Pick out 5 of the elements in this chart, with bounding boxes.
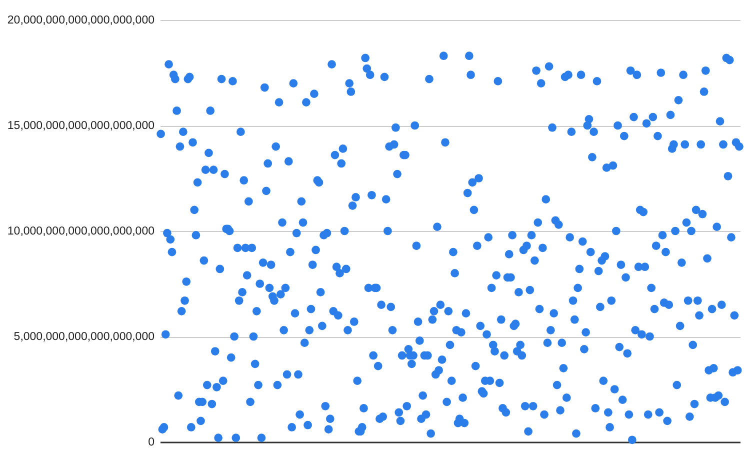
y-tick-label: 0 bbox=[148, 436, 154, 448]
y-tick-label: 20,000,000,000,000,000,000 bbox=[7, 14, 154, 26]
y-tick-label: 5,000,000,000,000,000,000 bbox=[14, 331, 154, 343]
y-tick-label: 15,000,000,000,000,000,000 bbox=[7, 120, 154, 132]
y-tick-label: 10,000,000,000,000,000,000 bbox=[7, 226, 154, 238]
